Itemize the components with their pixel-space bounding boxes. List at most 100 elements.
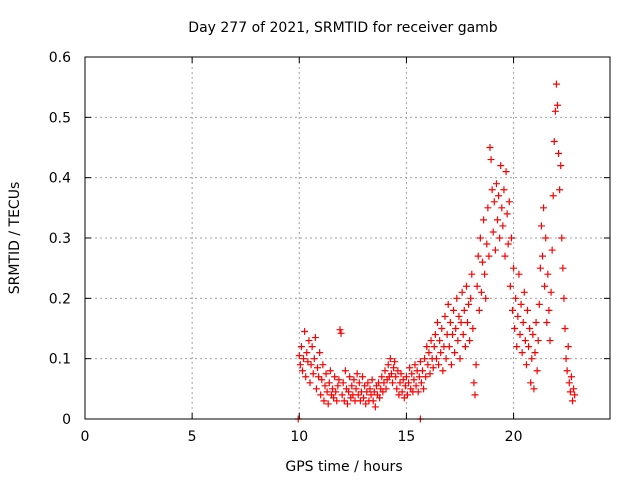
- data-point: [456, 355, 464, 363]
- data-point: [441, 312, 449, 320]
- data-point: [336, 326, 344, 334]
- data-point: [426, 370, 434, 378]
- data-point: [483, 240, 491, 248]
- data-point: [453, 294, 461, 302]
- data-point: [435, 361, 443, 369]
- data-point: [330, 394, 338, 402]
- data-point: [451, 349, 459, 357]
- data-point: [367, 391, 375, 399]
- data-point: [402, 373, 410, 381]
- data-point: [450, 306, 458, 314]
- data-point: [492, 180, 500, 188]
- y-tick-label: 0.4: [49, 171, 71, 187]
- x-tick-label: 15: [398, 429, 416, 445]
- data-point: [306, 379, 314, 387]
- data-point: [525, 343, 533, 351]
- data-point: [544, 270, 552, 278]
- data-point: [491, 246, 499, 254]
- data-point: [466, 337, 474, 345]
- data-point: [420, 385, 428, 393]
- data-point: [519, 318, 527, 326]
- data-point: [425, 349, 433, 357]
- data-point: [348, 382, 356, 390]
- data-point: [569, 397, 576, 405]
- data-point: [334, 382, 342, 390]
- data-point: [431, 331, 439, 339]
- data-point: [504, 240, 512, 248]
- data-point: [305, 337, 313, 345]
- data-point: [467, 294, 475, 302]
- data-point: [398, 388, 406, 396]
- x-tick-label: 10: [290, 429, 308, 445]
- data-points: [294, 80, 579, 423]
- data-point: [401, 382, 409, 390]
- data-point: [505, 198, 513, 206]
- data-point: [480, 216, 488, 224]
- data-point: [430, 343, 438, 351]
- data-point: [513, 343, 521, 351]
- data-point: [470, 379, 478, 387]
- data-point: [412, 382, 420, 390]
- data-point: [308, 343, 316, 351]
- data-point: [376, 394, 384, 402]
- data-point: [437, 349, 445, 357]
- data-point: [339, 379, 347, 387]
- data-point: [487, 156, 495, 164]
- data-point: [295, 352, 303, 360]
- data-point: [500, 186, 508, 194]
- data-point: [439, 367, 447, 375]
- plot-frame: [84, 56, 611, 420]
- data-point: [546, 337, 554, 345]
- data-point: [535, 300, 543, 308]
- data-point: [316, 349, 324, 357]
- data-point: [455, 312, 463, 320]
- data-point: [462, 282, 470, 290]
- data-point: [338, 391, 346, 399]
- data-point: [446, 318, 454, 326]
- data-point: [302, 373, 310, 381]
- data-point: [547, 288, 555, 296]
- data-point: [488, 186, 496, 194]
- data-point: [361, 382, 369, 390]
- data-point: [399, 376, 407, 384]
- data-point: [517, 300, 525, 308]
- data-point: [551, 107, 559, 115]
- data-point: [331, 373, 339, 381]
- data-point: [299, 367, 306, 375]
- data-point: [545, 306, 553, 314]
- data-point: [378, 373, 386, 381]
- data-point: [557, 162, 565, 170]
- data-point: [369, 397, 377, 405]
- data-point: [355, 379, 363, 387]
- data-point: [396, 379, 404, 387]
- data-point: [571, 391, 579, 399]
- data-point: [421, 355, 429, 363]
- x-tick-label: 0: [81, 429, 90, 445]
- data-point: [390, 364, 398, 372]
- data-point: [296, 361, 304, 369]
- data-point: [389, 379, 396, 387]
- data-point: [457, 318, 465, 326]
- data-point: [529, 331, 537, 339]
- data-point: [335, 376, 343, 384]
- data-point: [454, 337, 462, 345]
- y-axis-label: SRMTID / TECUs: [7, 182, 23, 295]
- data-point: [392, 373, 400, 381]
- data-point: [320, 397, 328, 405]
- grid: [85, 57, 610, 419]
- data-point: [408, 370, 416, 378]
- x-tick-label: 5: [188, 429, 197, 445]
- data-point: [562, 355, 570, 363]
- data-point: [537, 222, 545, 230]
- data-point: [442, 355, 450, 363]
- data-point: [432, 355, 440, 363]
- data-point: [560, 294, 568, 302]
- data-point: [449, 331, 456, 339]
- data-point: [543, 318, 551, 326]
- data-point: [452, 325, 460, 332]
- data-point: [417, 379, 425, 387]
- data-point: [363, 388, 371, 396]
- data-point: [368, 376, 376, 384]
- data-point: [297, 343, 305, 351]
- data-point: [317, 391, 325, 399]
